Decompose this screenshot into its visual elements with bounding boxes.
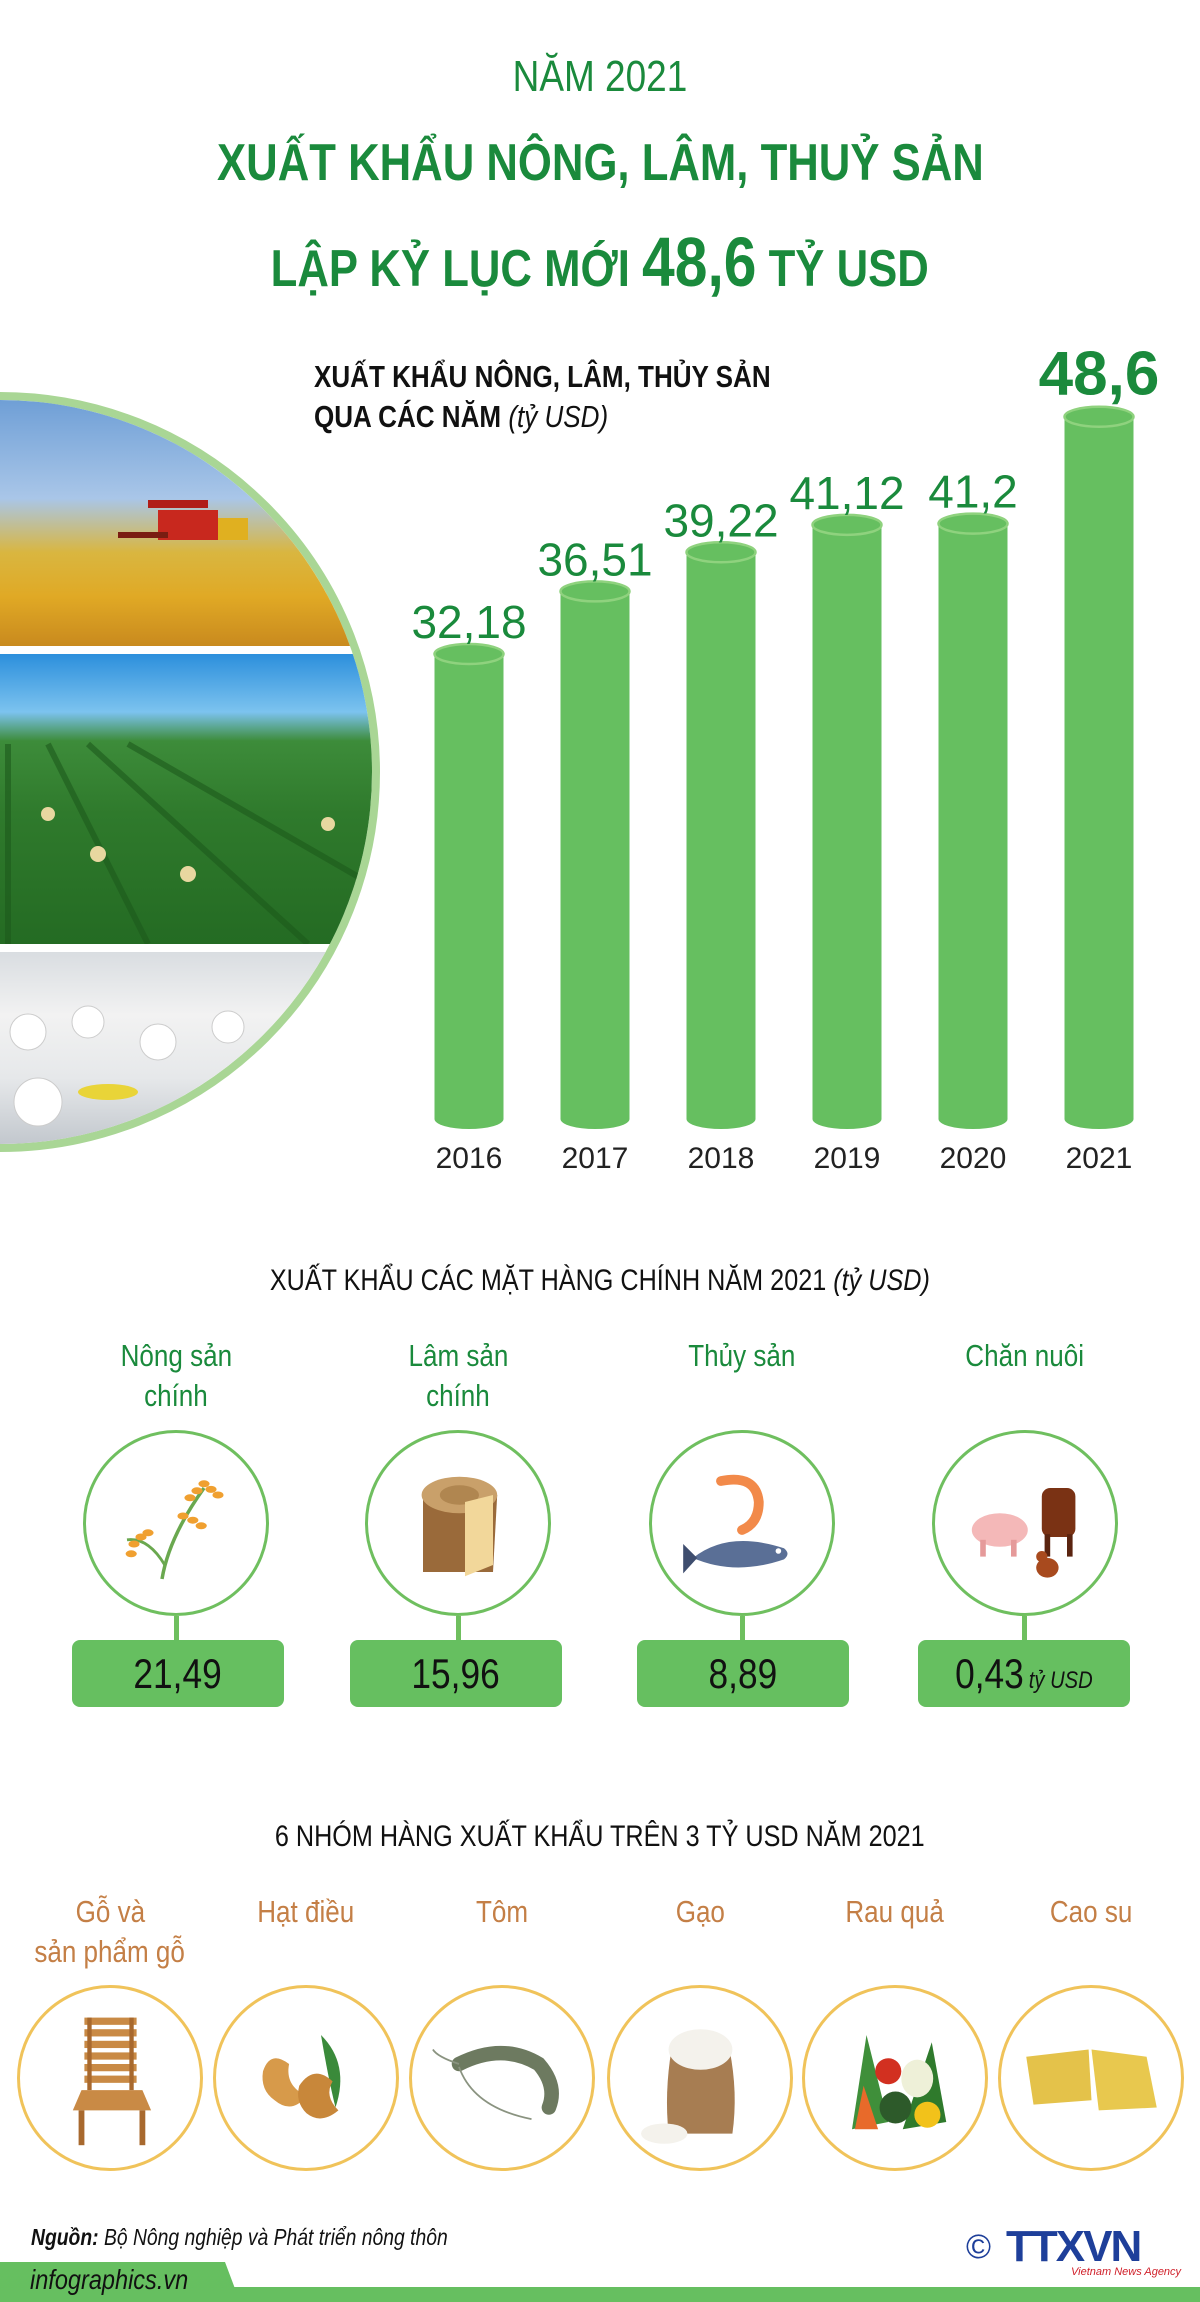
group-label: Hạt điều — [257, 1894, 355, 1929]
tea-plantation-photo — [0, 654, 372, 947]
livestock-icon — [932, 1430, 1118, 1616]
logo-text: TTXVN — [1006, 2222, 1142, 2271]
wood-log-icon — [365, 1430, 551, 1616]
bar-cap — [937, 512, 1009, 535]
bar-cap — [559, 580, 631, 603]
copyright-icon: © — [966, 2228, 992, 2266]
bar-cap — [811, 513, 883, 537]
value-label: 41,12 — [789, 467, 904, 519]
bar-base — [938, 1109, 1008, 1129]
bar-base — [686, 1109, 756, 1129]
bar-base — [560, 1109, 630, 1129]
unit-label: tỷ USD — [1028, 1666, 1093, 1694]
group-label: Tôm — [475, 1894, 529, 1929]
title-line3: LẬP KỶ LỤC MỚI 48,6 TỶ USD — [0, 222, 1200, 302]
value-box: 0,43 tỷ USD — [918, 1640, 1130, 1707]
title-suffix: TỶ USD — [768, 240, 930, 298]
chart-title-line2-text: QUA CÁC NĂM — [314, 399, 502, 434]
group-label: Gỗ và sản phẩm gỗ — [34, 1894, 186, 1969]
source-note: Nguồn: Bộ Nông nghiệp và Phát triển nông… — [31, 2224, 527, 2251]
year-label: 2020 — [940, 1142, 1007, 1175]
main-exports-unit: (tỷ USD) — [833, 1264, 930, 1297]
title-line1: XUẤT KHẨU NÔNG, LÂM, THUỶ SẢN — [0, 133, 1200, 193]
rubber-block-icon — [998, 1985, 1184, 2171]
item-label: Chăn nuôi — [965, 1338, 1085, 1373]
item-label: Thủy sản — [688, 1338, 796, 1373]
rice-sack-icon — [607, 1985, 793, 2171]
top-groups-heading-text: 6 NHÓM HÀNG XUẤT KHẨU TRÊN 3 TỶ USD NĂM … — [275, 1820, 925, 1853]
chart-title: XUẤT KHẨU NÔNG, LÂM, THỦY SẢN QUA CÁC NĂ… — [314, 357, 858, 437]
wooden-chair-icon — [17, 1985, 203, 2171]
group-label: Gạo — [675, 1894, 725, 1929]
connector — [456, 1616, 461, 1640]
bar — [938, 523, 1008, 1119]
chart-unit: (tỷ USD) — [508, 399, 609, 434]
title-prefix: LẬP KỶ LỤC MỚI — [270, 240, 631, 298]
bar-cap — [685, 541, 757, 564]
bar-base — [812, 1109, 882, 1129]
bar — [686, 552, 756, 1119]
year-label: 2019 — [814, 1142, 881, 1175]
value-label: 41,2 — [928, 466, 1018, 518]
value-label: 32,18 — [411, 596, 526, 648]
bar — [1064, 416, 1134, 1120]
value-label: 48,6 — [1039, 340, 1160, 409]
bar-cap — [433, 642, 505, 666]
cashew-icon — [213, 1985, 399, 2171]
main-exports-heading-text: XUẤT KHẨU CÁC MẶT HÀNG CHÍNH NĂM 2021 — [269, 1264, 827, 1297]
photo-collage — [0, 392, 380, 1152]
rice-stalk-icon — [83, 1430, 269, 1616]
value-box: 8,89 — [637, 1640, 849, 1707]
source-text: Bộ Nông nghiệp và Phát triển nông thôn — [103, 2224, 448, 2250]
bar — [434, 653, 504, 1119]
top-groups-heading: 6 NHÓM HÀNG XUẤT KHẨU TRÊN 3 TỶ USD NĂM … — [0, 1820, 1200, 1854]
rice-harvest-photo — [0, 400, 372, 646]
footer-band — [0, 2287, 1200, 2302]
group-label: Rau quả — [845, 1894, 945, 1929]
bar — [560, 591, 630, 1119]
value-label: 39,22 — [663, 494, 778, 546]
chart-title-line2: QUA CÁC NĂM (tỷ USD) — [314, 397, 608, 437]
year-label: 2021 — [1066, 1142, 1133, 1175]
bar-base — [1064, 1109, 1134, 1129]
title-highlight: 48,6 — [642, 223, 757, 301]
bar-base — [434, 1109, 504, 1129]
bar — [812, 524, 882, 1119]
logo-subtitle: Vietnam News Agency — [1071, 2266, 1182, 2278]
ttxvn-logo: © TTXVN Vietnam News Agency — [966, 2222, 1181, 2278]
seafood-processing-photo — [0, 952, 372, 1144]
bar-chart: 32,18 2016 36,51 2017 39,22 2018 41,12 2019 41,2… — [411, 340, 1160, 1175]
source-label: Nguồn: — [31, 2224, 99, 2250]
year-label: 2017 — [562, 1142, 629, 1175]
connector — [174, 1616, 179, 1640]
chart-title-line1: XUẤT KHẨU NÔNG, LÂM, THỦY SẢN — [314, 359, 771, 394]
bar-cap — [1063, 405, 1135, 428]
workers-icon — [9, 1005, 248, 1127]
item-label: Lâm sản chính — [408, 1338, 508, 1413]
footer-tab — [0, 2262, 240, 2302]
year-label: 2016 — [436, 1142, 503, 1175]
harvester-icon — [118, 500, 248, 540]
value-box: 21,49 — [72, 1640, 284, 1707]
title-line1-text: XUẤT KHẨU NÔNG, LÂM, THUỶ SẢN — [216, 134, 984, 192]
site-link[interactable]: infographics.vn — [30, 2264, 189, 2295]
value-box: 15,96 — [350, 1640, 562, 1707]
shrimp-fish-icon — [649, 1430, 835, 1616]
year-text: NĂM 2021 — [512, 52, 688, 101]
header-year: NĂM 2021 — [0, 52, 1200, 102]
main-exports-heading: XUẤT KHẨU CÁC MẶT HÀNG CHÍNH NĂM 2021 (t… — [0, 1264, 1200, 1298]
value-label: 36,51 — [537, 533, 652, 585]
tea-rows-icon — [5, 741, 372, 947]
year-label: 2018 — [688, 1142, 755, 1175]
group-label: Cao su — [1049, 1894, 1133, 1929]
connector — [740, 1616, 745, 1640]
vegetables-icon — [802, 1985, 988, 2171]
item-label: Nông sản chính — [120, 1338, 232, 1413]
photo-collage-frame — [0, 392, 380, 1152]
connector — [1022, 1616, 1027, 1640]
shrimp-icon — [409, 1985, 595, 2171]
